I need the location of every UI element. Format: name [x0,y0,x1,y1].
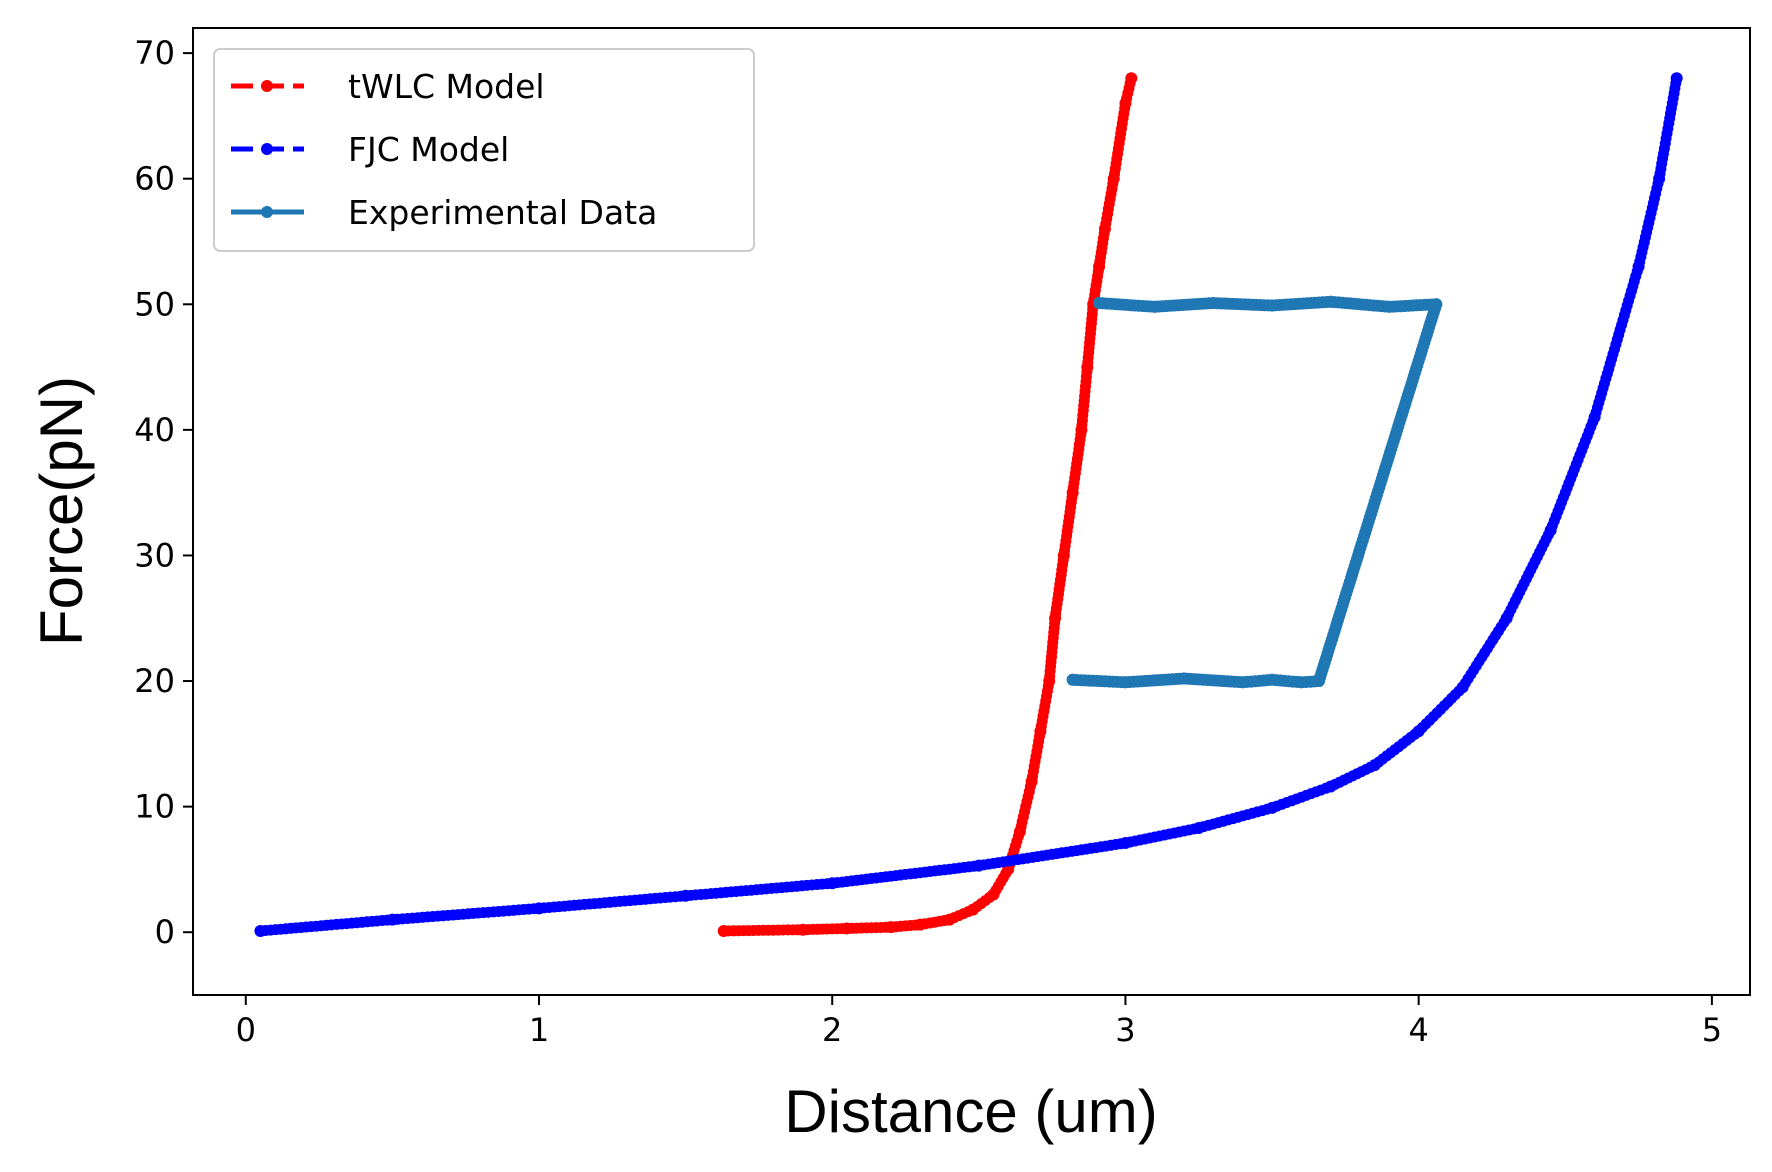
legend-label: Experimental Data [348,193,657,232]
series-experimental-data [1066,295,1443,689]
y-axis-label: Force(pN) [28,376,95,646]
legend-swatch-marker [261,143,273,155]
y-tick-label: 20 [134,662,175,700]
data-point [1034,725,1047,738]
data-point [1383,300,1396,313]
data-point [972,859,985,872]
data-point [943,913,956,926]
data-point [1119,837,1132,850]
y-tick-label: 50 [134,285,175,323]
x-tick-label: 4 [1408,1011,1428,1049]
data-point [1098,222,1111,235]
data-point [1148,300,1161,313]
series-twlc-model [717,72,1138,937]
x-tick-label: 1 [529,1011,549,1049]
legend-label: tWLC Model [348,67,545,106]
legend-label: FJC Model [348,130,509,169]
data-point [1324,295,1337,308]
x-axis-label: Distance (um) [784,1078,1157,1145]
data-point [826,877,839,890]
data-point [717,924,730,937]
data-point [966,903,979,916]
data-point [1430,298,1443,311]
y-tick-label: 70 [134,34,175,72]
data-point [679,889,692,902]
y-tick-label: 40 [134,411,175,449]
x-tick-label: 2 [822,1011,842,1049]
data-point [1081,361,1094,374]
data-point [1632,260,1645,273]
data-point [1266,673,1279,686]
x-axis-ticks: 0 1 2 3 4 5 [236,995,1722,1049]
data-point [1125,72,1138,85]
data-point [1266,299,1279,312]
x-tick-label: 0 [236,1011,256,1049]
series-fjc-model [254,72,1683,937]
data-point [1049,612,1062,625]
y-tick-label: 10 [134,788,175,826]
legend-entries: tWLC Model FJC Model Experimental Data [231,67,657,232]
y-tick-label: 60 [134,160,175,198]
data-point [1066,673,1079,686]
data-point [1093,260,1106,273]
data-point [1192,821,1205,834]
data-point [1119,676,1132,689]
y-tick-label: 0 [155,913,175,951]
data-point [533,902,545,915]
data-point [1456,681,1469,694]
data-point [1207,297,1220,310]
x-tick-label: 3 [1115,1011,1135,1049]
legend-box [213,48,755,252]
data-point [1588,411,1601,424]
data-point [1043,675,1056,688]
data-point [840,922,853,935]
data-point [796,923,809,936]
data-point [1057,549,1070,562]
y-axis-ticks: 0 10 20 30 40 50 60 70 [134,34,193,951]
data-point [1266,801,1279,814]
data-point [1025,775,1038,788]
data-point [254,924,267,937]
data-point [1013,825,1026,838]
data-point [386,913,399,926]
data-point [1178,672,1191,685]
plot-frame [192,27,1751,996]
x-tick-label: 5 [1702,1011,1722,1049]
data-point [1500,612,1513,625]
data-point [987,888,1000,901]
y-tick-label: 30 [134,536,175,574]
data-point [1119,97,1132,110]
data-point [1066,486,1079,499]
legend-swatch-marker [261,80,273,92]
data-point [1544,524,1557,537]
data-point [1368,759,1381,772]
data-point [1107,172,1120,185]
data-point [1312,675,1325,688]
data-point [1075,423,1088,436]
legend-swatch-marker [261,206,273,218]
data-point [1236,676,1249,689]
legend: tWLC Model FJC Model Experimental Data [213,48,755,252]
data-point [1653,172,1666,185]
data-point [884,921,897,934]
series-layer [254,72,1683,937]
data-point [914,918,927,931]
data-point [1295,676,1308,689]
data-point [1412,725,1425,738]
data-point [1093,297,1106,310]
data-point [1324,780,1337,793]
data-point [1670,72,1683,85]
